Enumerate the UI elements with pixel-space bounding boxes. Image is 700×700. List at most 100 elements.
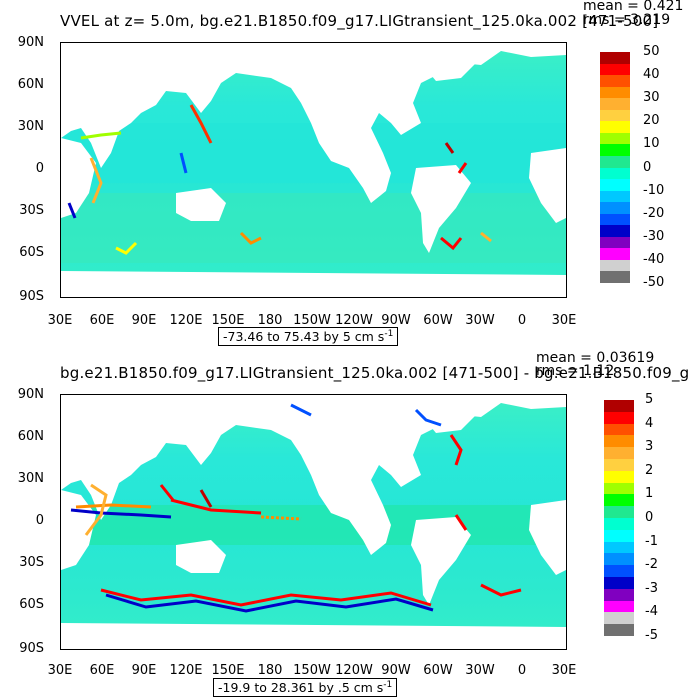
colorbar-label: 5	[645, 392, 654, 407]
top-streak-green	[80, 131, 122, 140]
colorbar-label: 20	[643, 113, 660, 129]
top-xlabel-90e: 90E	[131, 313, 157, 328]
colorbar-label: -2	[645, 557, 658, 573]
colorbar-segment	[600, 144, 630, 157]
top-south-america	[411, 165, 471, 253]
bottom-africa-east	[529, 500, 566, 575]
bottom-eq-orange	[75, 503, 152, 509]
colorbar-segment	[600, 109, 630, 122]
bottom-acc-east	[480, 583, 522, 597]
bottom-ylabel-0: 0	[35, 513, 44, 528]
top-rms: rms = 3.219	[583, 12, 671, 28]
colorbar-label: 3	[645, 439, 654, 455]
colorbar-label: -5	[645, 628, 658, 643]
colorbar-segment	[600, 75, 630, 88]
top-acc-3	[440, 236, 463, 251]
colorbar-label: -30	[643, 228, 665, 244]
bottom-land	[61, 395, 566, 649]
colorbar-label: 40	[643, 67, 660, 83]
top-range-box: -73.46 to 75.43 by 5 cm s-1	[218, 327, 399, 347]
bottom-xlabel-120e: 120E	[169, 663, 203, 678]
colorbar-label: 4	[645, 415, 654, 431]
top-greenland	[416, 43, 481, 81]
colorbar-segment	[604, 529, 634, 543]
top-kuroshio	[189, 104, 213, 144]
top-acc-4	[480, 231, 492, 243]
colorbar-segment	[604, 459, 634, 472]
colorbar-segment	[600, 132, 630, 145]
bottom-xlabel-30e: 30E	[47, 663, 73, 678]
colorbar-label: -20	[643, 205, 665, 221]
colorbar-segment	[604, 600, 634, 613]
colorbar-segment	[604, 435, 634, 448]
colorbar-label: 1	[645, 486, 654, 502]
top-range-text: -73.46 to 75.43 by 5 cm s	[223, 329, 385, 345]
bottom-ylabel-60s: 60S	[19, 597, 44, 612]
colorbar-label: -10	[643, 182, 665, 198]
bottom-current-streaks	[70, 403, 522, 613]
top-australia	[176, 188, 226, 221]
top-streak-1	[457, 162, 468, 174]
top-southern-band	[61, 193, 566, 263]
bottom-acc-blue	[105, 593, 434, 613]
bottom-range-text: -19.9 to 28.361 by .5 cm s	[218, 680, 384, 696]
top-map-svg	[61, 43, 566, 297]
colorbar-segment	[604, 612, 634, 625]
top-ylabel-90n: 90N	[17, 35, 44, 50]
colorbar-segment	[604, 411, 634, 425]
bottom-colorbar	[604, 400, 634, 637]
bottom-title: bg.e21.B1850.f09_g17.LIGtransient_125.0k…	[60, 364, 690, 382]
colorbar-segment	[600, 236, 630, 249]
top-acc-1	[115, 241, 138, 255]
top-ylabel-30s: 30S	[19, 203, 44, 218]
bottom-tropical-band	[61, 505, 566, 545]
bottom-ylabel-60n: 60N	[17, 429, 44, 444]
colorbar-segment	[604, 506, 634, 519]
colorbar-label: -40	[643, 251, 665, 267]
top-ylabel-90s: 90S	[19, 289, 44, 304]
bottom-streak-4	[414, 408, 442, 427]
colorbar-label: 0	[645, 510, 654, 525]
top-xlabel-150e: 150E	[211, 313, 245, 328]
colorbar-label: 10	[643, 136, 660, 152]
top-africa-east	[529, 148, 566, 223]
colorbar-segment	[604, 577, 634, 590]
bottom-xlabel-30w: 30W	[465, 663, 495, 678]
colorbar-segment	[604, 541, 634, 554]
top-xlabel-120w: 120W	[335, 313, 373, 328]
colorbar-segment	[604, 518, 634, 531]
colorbar-segment	[604, 553, 634, 566]
top-agulhas	[89, 157, 103, 204]
top-eurasia-americas	[61, 43, 566, 203]
top-xlabel-30e-end: 30E	[551, 313, 577, 328]
top-current-streaks	[67, 104, 492, 255]
colorbar-segment	[600, 248, 630, 261]
top-xlabel-60w: 60W	[423, 313, 453, 328]
colorbar-segment	[600, 121, 630, 134]
bottom-streak-5	[449, 434, 463, 466]
colorbar-segment	[600, 63, 630, 76]
colorbar-segment	[604, 494, 634, 507]
colorbar-segment	[604, 447, 634, 460]
colorbar-segment	[600, 271, 630, 284]
bottom-xlabel-90w: 90W	[381, 663, 411, 678]
bottom-eq-dash	[260, 515, 302, 521]
colorbar-segment	[600, 155, 630, 168]
colorbar-segment	[600, 202, 630, 215]
top-acc-2	[239, 231, 262, 245]
top-panel: VVEL at z= 5.0m, bg.e21.B1850.f09_g17.LI…	[17, 0, 684, 347]
bottom-mean: mean = 0.03619	[536, 350, 655, 366]
bottom-xlabel-60w: 60W	[423, 663, 453, 678]
top-mean: mean = 0.421	[583, 0, 684, 14]
colorbar-segment	[604, 565, 634, 578]
colorbar-segment	[604, 482, 634, 495]
bottom-ylabel-90s: 90S	[19, 641, 44, 656]
bottom-arabian	[84, 483, 108, 536]
colorbar-segment	[604, 470, 634, 484]
top-xlabel-30w: 30W	[465, 313, 495, 328]
colorbar-segment	[604, 423, 634, 436]
bottom-panel: bg.e21.B1850.f09_g17.LIGtransient_125.0k…	[0, 350, 700, 700]
bottom-map	[60, 394, 567, 650]
colorbar-segment	[600, 52, 630, 65]
bottom-xlabel-150e: 150E	[211, 663, 245, 678]
